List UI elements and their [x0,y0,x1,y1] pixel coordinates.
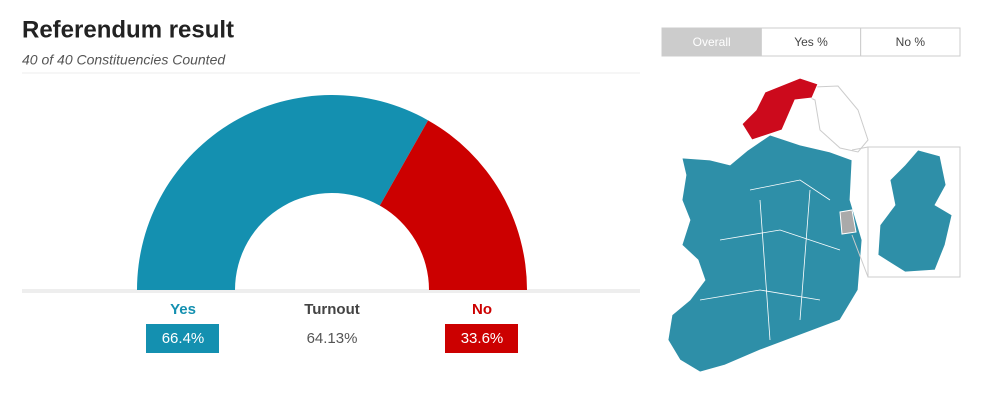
donut-segment [379,120,527,290]
inset-map [877,149,953,273]
legend-label: No [472,301,492,318]
turnout-value: 64.13% [307,330,358,347]
turnout-label: Turnout [304,301,360,318]
legend-label: Yes [170,301,196,318]
tab[interactable] [860,27,961,57]
map [667,77,961,373]
tab[interactable] [760,27,862,57]
inset-frame [867,146,961,278]
donut-segment [137,95,429,290]
map-region [839,209,857,235]
map-region [741,77,819,141]
map-borders [699,179,841,341]
tab[interactable] [661,27,762,57]
chart-title: Referendum result [22,16,234,43]
map-region [789,85,869,153]
subtitle: 40 of 40 Constituencies Counted [22,52,226,68]
tab-label[interactable]: Yes % [794,35,828,49]
value-label: 66.4% [162,330,205,347]
inset-connector [851,146,869,278]
value-box [146,324,219,353]
map-region [667,134,863,373]
value-label: 33.6% [461,330,504,347]
value-box [445,324,518,353]
tab-label[interactable]: No % [896,35,926,49]
tab-label[interactable]: Overall [693,35,731,49]
tabs: Overall Yes % No % [661,27,961,57]
